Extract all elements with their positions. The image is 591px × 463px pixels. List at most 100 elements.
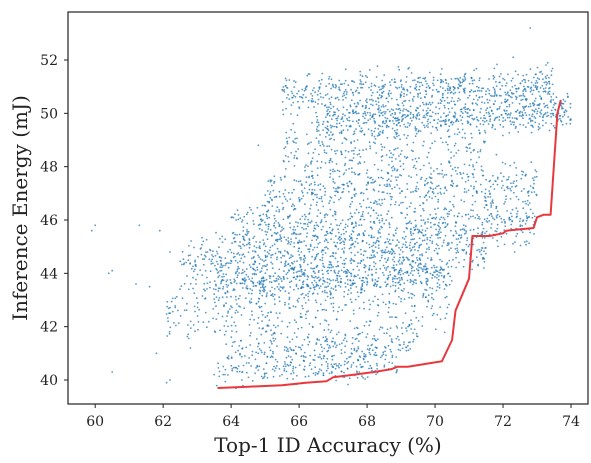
scatter-point [334,150,336,153]
scatter-point [302,93,305,96]
scatter-point [419,204,421,207]
plot-frame [67,11,589,405]
scatter-point [241,219,244,222]
scatter-point [255,367,257,369]
scatter-point [476,118,479,121]
scatter-point [276,206,279,209]
scatter-point [322,145,325,147]
scatter-point [207,320,210,323]
scatter-point [236,253,239,255]
scatter-point [443,104,446,107]
scatter-point [374,200,377,202]
scatter-point [534,86,537,89]
scatter-point [385,269,387,271]
scatter-point [332,86,335,88]
scatter-point [381,191,384,194]
scatter-point [271,342,273,345]
scatter-point [330,269,332,272]
scatter-point [433,119,436,122]
scatter-point [472,90,475,93]
scatter-point [404,244,407,246]
scatter-point [368,324,371,327]
scatter-point [321,253,324,256]
scatter-point [245,371,248,374]
scatter-point [374,295,376,298]
scatter-point [363,110,366,113]
scatter-point [480,169,483,171]
scatter-point [453,111,456,114]
scatter-point [378,240,380,243]
scatter-point [454,225,457,228]
scatter-point [473,79,476,81]
scatter-point [509,187,511,190]
scatter-point [313,224,316,227]
scatter-point [528,114,531,116]
scatter-point [329,279,332,282]
scatter-point [333,201,335,204]
scatter-point [371,273,373,276]
scatter-point [432,76,435,79]
scatter-point [226,315,228,317]
scatter-point [536,77,539,79]
scatter-point [438,221,440,224]
scatter-point [423,124,425,127]
scatter-point [336,279,339,281]
scatter-point [525,114,528,116]
scatter-point [468,147,471,150]
scatter-point [459,76,462,79]
scatter-point [342,271,345,273]
scatter-point [414,167,417,170]
scatter-point [339,286,342,288]
scatter-point [283,195,286,198]
scatter-point [509,95,512,98]
scatter-point [269,179,272,182]
scatter-point [514,110,517,113]
scatter-point [320,363,323,366]
scatter-point [342,228,345,231]
scatter-point [484,117,487,120]
scatter-point [374,180,377,183]
scatter-point [438,271,441,274]
scatter-point [292,101,295,104]
scatter-point [299,241,302,244]
scatter-point [259,306,261,309]
scatter-point [303,338,306,341]
scatter-point [211,254,213,256]
scatter-point [326,214,329,216]
scatter-point [189,347,192,349]
scatter-point [446,242,449,245]
scatter-point [219,237,221,240]
scatter-point [250,310,253,313]
scatter-point [527,105,530,108]
scatter-point [436,270,439,273]
scatter-point [357,242,359,245]
scatter-point [311,191,313,194]
scatter-point [324,252,327,254]
scatter-point [332,133,334,136]
scatter-point [240,314,243,316]
scatter-point [353,347,356,350]
scatter-point [241,235,244,238]
scatter-point [194,330,196,333]
scatter-point [548,129,551,132]
scatter-point [337,284,340,287]
frontier-line-layer [217,99,562,389]
scatter-point [489,106,491,109]
scatter-point [410,228,412,230]
scatter-point [345,304,347,306]
scatter-point [309,221,312,224]
scatter-point [340,269,343,272]
scatter-point [239,260,241,263]
scatter-point [460,84,463,87]
scatter-point [261,289,264,292]
scatter-point [437,112,440,115]
scatter-point [386,328,389,331]
scatter-point [350,262,352,265]
scatter-point [408,324,411,327]
scatter-point [440,125,442,127]
scatter-point [322,372,325,375]
scatter-point [275,220,277,222]
scatter-point [338,170,341,173]
scatter-point [242,243,244,246]
scatter-point [491,95,493,97]
